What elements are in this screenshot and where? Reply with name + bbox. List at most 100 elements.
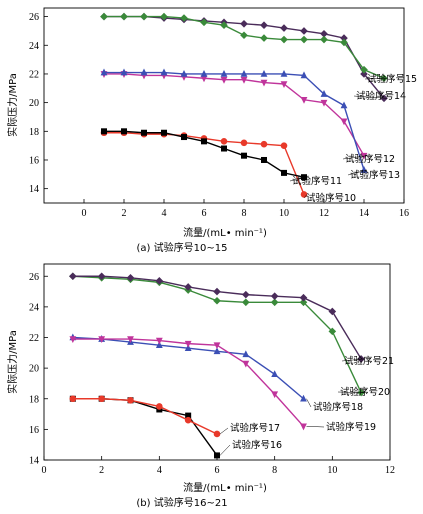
- data-point: [340, 38, 348, 47]
- data-point: [280, 35, 288, 44]
- series-2: [101, 128, 307, 181]
- label-leader-line: [303, 194, 308, 199]
- chart-b-x-ticks: 0 2 4 6 8 10 12: [42, 456, 395, 476]
- data-point: [156, 403, 163, 410]
- data-point: [180, 14, 188, 22]
- series-label: 试验序号21: [344, 355, 394, 367]
- x-tick-label: 12: [385, 465, 395, 476]
- data-point: [200, 69, 208, 77]
- series-4: [69, 336, 307, 431]
- y-tick-label: 18: [29, 127, 39, 138]
- data-point: [240, 76, 248, 84]
- data-point: [300, 96, 308, 104]
- data-point: [200, 75, 208, 83]
- x-tick-label: 8: [272, 465, 277, 476]
- data-point: [320, 30, 328, 38]
- series-1: [69, 395, 220, 459]
- data-point: [140, 68, 148, 76]
- data-point: [300, 71, 308, 79]
- chart-b-caption: (b) 试验序号16~21: [136, 496, 227, 509]
- data-point: [280, 24, 288, 32]
- data-point: [127, 396, 134, 404]
- data-point: [184, 416, 192, 424]
- data-point: [126, 273, 135, 282]
- data-point: [240, 31, 248, 40]
- data-point: [240, 69, 248, 77]
- series-line: [104, 71, 365, 171]
- chart-a-caption: (a) 试验序号10~15: [137, 241, 228, 254]
- data-point: [100, 12, 108, 21]
- data-point: [242, 360, 250, 368]
- x-tick-label: 12: [319, 208, 329, 219]
- x-tick-label: 8: [242, 208, 247, 219]
- label-leader-line: [306, 398, 312, 408]
- y-tick-label: 26: [29, 12, 39, 23]
- data-point: [340, 118, 348, 126]
- series-label: 试验序号13: [350, 169, 400, 181]
- data-point: [160, 12, 168, 21]
- data-point: [270, 298, 279, 307]
- series-line: [72, 398, 218, 435]
- data-point: [260, 140, 268, 148]
- series-6: [100, 12, 388, 83]
- data-point: [180, 69, 188, 77]
- label-leader-line: [306, 426, 325, 428]
- data-point: [200, 18, 208, 27]
- data-point: [220, 69, 228, 77]
- label-leader-line: [342, 155, 368, 160]
- data-point: [141, 129, 147, 136]
- data-point: [184, 340, 192, 348]
- series-label: 试验序号14: [356, 90, 406, 102]
- data-point: [220, 138, 228, 145]
- series-line: [72, 398, 218, 456]
- series-3: [100, 71, 368, 160]
- chart-b-x-axis-title: 流量/(mL• min⁻¹): [183, 481, 267, 494]
- label-leader-line: [219, 444, 231, 456]
- x-tick-label: 0: [42, 465, 47, 476]
- data-point: [260, 34, 268, 42]
- series-6: [69, 272, 365, 363]
- data-point: [221, 145, 227, 152]
- x-tick-label: 0: [82, 208, 87, 219]
- data-point: [155, 277, 164, 285]
- chart-b-series-labels: 试验序号16 试验序号17 试验序号18 试验序号19 试验序号20 试验序号21: [219, 355, 394, 456]
- label-leader-line: [337, 391, 365, 393]
- data-point: [280, 81, 288, 88]
- y-tick-label: 14: [29, 456, 39, 467]
- data-point: [214, 452, 220, 459]
- data-point: [220, 21, 228, 30]
- data-point: [100, 68, 108, 76]
- x-tick-label: 4: [162, 208, 167, 219]
- data-point: [242, 350, 250, 358]
- y-tick-label: 20: [29, 98, 39, 109]
- data-point: [69, 395, 77, 403]
- series-label: 试验序号11: [292, 175, 342, 187]
- data-point: [299, 298, 308, 307]
- data-point: [69, 272, 77, 281]
- data-point: [242, 290, 250, 299]
- chart-b-y-axis-title: 实际压力/MPa: [6, 330, 19, 394]
- label-leader-line: [353, 95, 388, 99]
- data-point: [328, 307, 337, 316]
- series-label: 试验序号19: [326, 421, 376, 433]
- data-point: [300, 27, 308, 35]
- y-tick-label: 20: [29, 364, 39, 375]
- data-point: [184, 283, 192, 291]
- data-point: [280, 142, 288, 149]
- data-point: [280, 69, 288, 77]
- data-point: [320, 99, 328, 107]
- series-line: [104, 73, 365, 157]
- chart-a-y-axis-title: 实际压力/MPa: [6, 73, 19, 137]
- data-point: [98, 395, 105, 403]
- data-point: [120, 68, 128, 76]
- x-tick-label: 2: [99, 465, 104, 476]
- series-label: 试验序号16: [232, 439, 282, 451]
- data-point: [320, 35, 328, 44]
- data-point: [299, 293, 308, 302]
- data-point: [261, 156, 267, 163]
- y-tick-label: 26: [29, 272, 39, 283]
- data-point: [271, 391, 279, 399]
- data-point: [360, 70, 368, 78]
